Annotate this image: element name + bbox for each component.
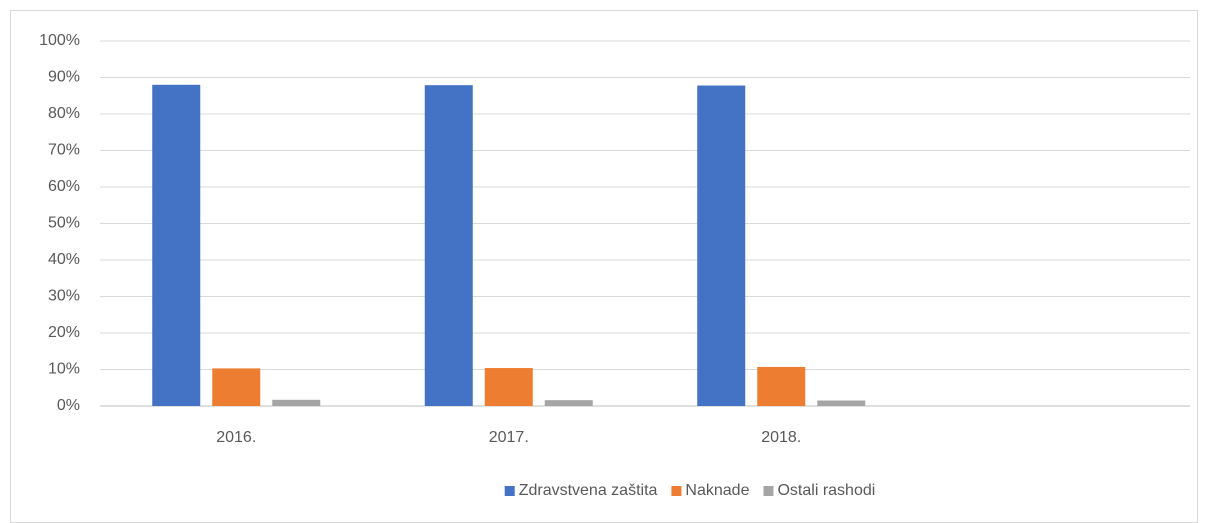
bar (424, 85, 473, 406)
y-tick-label: 10% (48, 361, 80, 378)
legend-swatch (763, 486, 774, 496)
bar (757, 366, 806, 406)
y-tick-label: 100% (39, 32, 80, 49)
bar (272, 399, 321, 406)
y-tick-label: 80% (48, 105, 80, 122)
x-tick-label: 2018. (761, 429, 801, 446)
bar (212, 368, 261, 406)
y-tick-label: 60% (48, 178, 80, 195)
legend-label: Ostali rashodi (777, 482, 875, 499)
bar (544, 400, 593, 406)
y-tick-label: 70% (48, 142, 80, 159)
y-tick-label: 0% (57, 397, 80, 414)
y-tick-label: 50% (48, 215, 80, 232)
legend-swatch (671, 486, 682, 496)
y-tick-label: 30% (48, 288, 80, 305)
y-tick-label: 20% (48, 324, 80, 341)
bar (817, 400, 866, 406)
legend-swatch (504, 486, 515, 496)
legend-label: Zdravstvena zaštita (519, 482, 658, 499)
x-tick-label: 2016. (216, 429, 256, 446)
bar (484, 368, 533, 406)
legend-label: Naknade (685, 482, 749, 499)
y-tick-label: 40% (48, 251, 80, 268)
bar (697, 85, 746, 406)
x-tick-label: 2017. (489, 429, 529, 446)
bar (152, 84, 201, 407)
chart-frame (10, 10, 1198, 523)
y-tick-label: 90% (48, 69, 80, 86)
